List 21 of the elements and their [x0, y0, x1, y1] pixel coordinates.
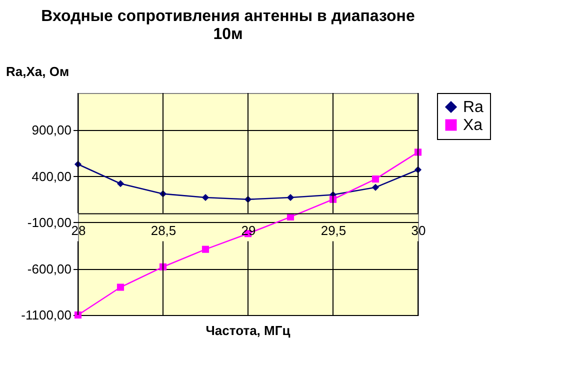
point: [202, 246, 210, 253]
x-tick-label: 28: [71, 222, 86, 238]
x-tick-label: 30: [411, 222, 426, 238]
point: [202, 194, 210, 202]
point: [372, 175, 380, 183]
x-tick-label: 28,5: [150, 222, 176, 238]
point: [286, 194, 294, 202]
point: [372, 184, 380, 191]
y-tick-label: 400,00: [32, 168, 72, 184]
legend-label: Xa: [463, 117, 483, 134]
x-axis-title: Частота, МГц: [206, 323, 290, 338]
legend-label: Ra: [463, 99, 484, 116]
chart-title: Входные сопротивления антенны в диапазоне 10м: [41, 8, 415, 43]
y-axis-title: Ra,Xa, Ом: [6, 64, 70, 79]
point: [116, 284, 124, 291]
y-tick-label: -600,00: [27, 261, 72, 276]
point: [116, 180, 124, 188]
x-tick-label: 29,5: [320, 222, 346, 238]
y-tick-label: 900,00: [32, 122, 72, 138]
y-tick-label: -1100,00: [21, 308, 72, 322]
y-tick-label: -100,00: [27, 215, 72, 230]
